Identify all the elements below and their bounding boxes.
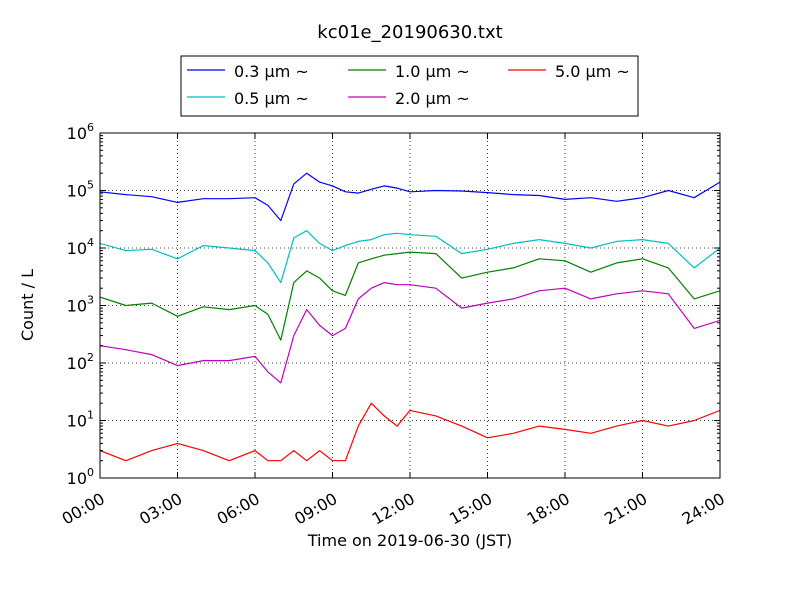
legend-item-2: 1.0 μm ~ (348, 62, 470, 81)
y-tick-label: 104 (67, 236, 94, 258)
series-line-3 (100, 282, 720, 384)
y-tick-label: 105 (67, 179, 94, 201)
legend-item-0: 0.3 μm ~ (187, 62, 309, 81)
legend-label: 5.0 μm ~ (555, 62, 630, 81)
x-axis-label: Time on 2019-06-30 (JST) (307, 531, 512, 550)
legend: 0.3 μm ~ 0.5 μm ~ 1.0 μm ~ 2.0 μm ~ 5.0 … (180, 55, 639, 117)
series-line-2 (100, 251, 720, 341)
legend-label: 1.0 μm ~ (395, 62, 470, 81)
y-tick-label: 103 (67, 294, 94, 316)
legend-item-3: 2.0 μm ~ (348, 89, 470, 108)
series-line-0 (100, 172, 720, 222)
y-tick-label: 101 (67, 409, 94, 431)
y-tick-label: 102 (67, 351, 94, 373)
y-tick-label: 106 (67, 121, 94, 143)
legend-label: 0.5 μm ~ (234, 89, 309, 108)
legend-label: 0.3 μm ~ (234, 62, 309, 81)
y-tick-label: 100 (67, 466, 94, 488)
plot-area (100, 172, 720, 462)
y-axis-label: Count / L (18, 269, 37, 341)
chart-title: kc01e_20190630.txt (317, 22, 502, 43)
series-line-1 (100, 230, 720, 284)
series-line-4 (100, 402, 720, 462)
legend-label: 2.0 μm ~ (395, 89, 470, 108)
legend-box (180, 55, 639, 117)
legend-item-4: 5.0 μm ~ (508, 62, 630, 81)
legend-item-1: 0.5 μm ~ (187, 89, 309, 108)
